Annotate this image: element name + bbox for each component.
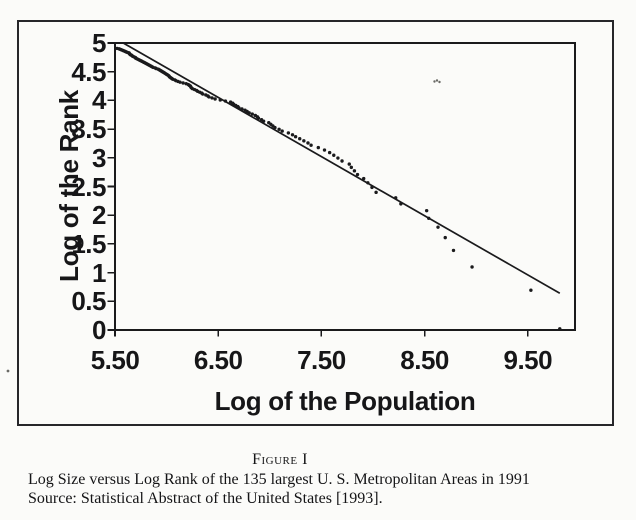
y-tick-label: 4.5 <box>71 56 106 87</box>
caption-line-1: Log Size versus Log Rank of the 135 larg… <box>28 470 530 488</box>
x-tick-label: 7.50 <box>297 345 346 375</box>
y-axis-title: Log of the Rank <box>54 90 84 282</box>
y-tick-label: 3 <box>92 142 106 173</box>
print-speck <box>6 369 10 373</box>
x-tick-label: 9.50 <box>503 345 553 375</box>
x-axis-title: Log of the Population <box>214 386 476 416</box>
figure-caption: Figure I Log Size versus Log Rank of the… <box>28 450 532 509</box>
y-tick-label: 2 <box>92 200 106 231</box>
y-tick-label: 4 <box>92 85 106 116</box>
x-tick-label: 5.50 <box>90 345 140 375</box>
y-tick-label: 0.5 <box>71 286 106 317</box>
x-tick-label: 6.50 <box>193 345 243 375</box>
figure-number: Figure I <box>252 451 308 468</box>
y-tick-label: 3.5 <box>71 114 106 145</box>
y-tick-label: 2.5 <box>71 171 106 202</box>
y-tick-label: 5 <box>92 28 106 58</box>
x-tick-label: 8.50 <box>400 345 449 375</box>
y-tick-label: 1.5 <box>71 228 106 259</box>
figure-frame <box>17 20 614 426</box>
y-tick-label: 0 <box>92 315 106 345</box>
caption-line-2: Source: Statistical Abstract of the Unit… <box>28 490 383 507</box>
y-tick-label: 1 <box>92 257 106 288</box>
